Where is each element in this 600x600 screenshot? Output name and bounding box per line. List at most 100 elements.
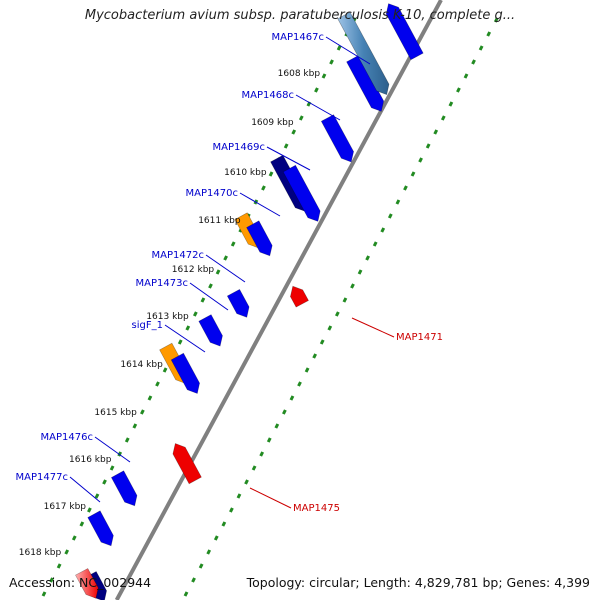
- gc-dot: [200, 297, 206, 303]
- gc-dot: [471, 59, 476, 65]
- gc-dot: [304, 367, 310, 373]
- gc-dot: [314, 87, 319, 93]
- gc-dot: [244, 479, 249, 485]
- gene-labels: MAP1467c MAP1468c MAP1469c MAP1470c MAP1472c…: [16, 32, 443, 514]
- gc-dot: [312, 353, 317, 359]
- kbp-tick-label: 1618 kbp: [19, 548, 62, 558]
- gene-label: MAP1469c: [213, 142, 265, 153]
- gc-dot: [117, 451, 123, 457]
- gene-arrow: [75, 568, 99, 599]
- kbp-tick-label: 1613 kbp: [146, 312, 189, 322]
- gc-dot: [395, 199, 401, 205]
- gc-dot: [185, 325, 191, 331]
- gc-dot: [486, 31, 492, 37]
- genome-title: Mycobacterium avium subsp. paratuberculo…: [84, 8, 516, 23]
- gc-dot: [425, 143, 431, 149]
- gene-leader-line: [189, 282, 229, 311]
- gc-dot: [403, 185, 408, 191]
- gc-dot: [321, 73, 327, 79]
- gc-dot: [162, 367, 168, 373]
- gene-arrow: [172, 443, 202, 485]
- kbp-tick-label: 1615 kbp: [94, 408, 137, 418]
- gene-arrow: [246, 220, 273, 257]
- gc-dot: [463, 73, 469, 79]
- gene-leader-line: [266, 146, 311, 171]
- gc-dot: [266, 437, 272, 443]
- gc-dot: [236, 493, 242, 499]
- gc-dot: [87, 507, 92, 513]
- gene-arrow: [290, 285, 309, 308]
- gc-dot: [433, 129, 439, 135]
- gc-dot: [418, 157, 423, 163]
- gene-label: MAP1477c: [16, 472, 68, 483]
- gc-dot: [342, 297, 348, 303]
- gc-dot: [327, 325, 333, 331]
- gene-label: MAP1476c: [41, 432, 93, 443]
- gene-label: sigF_1: [132, 320, 163, 331]
- gene-label: MAP1468c: [242, 90, 294, 101]
- gc-dot: [215, 269, 221, 275]
- gc-dot: [221, 521, 227, 527]
- gc-dot: [357, 269, 363, 275]
- gc-dot: [291, 129, 297, 135]
- gc-dot: [335, 311, 340, 317]
- gene-arrow: [87, 510, 114, 547]
- gene-leader-line: [239, 192, 281, 217]
- gc-dot: [274, 423, 280, 429]
- gene-leader-line: [295, 94, 341, 121]
- gene-arrow: [337, 11, 390, 96]
- gc-dot: [329, 59, 334, 65]
- gc-dot: [193, 311, 198, 317]
- gc-dot: [297, 381, 302, 387]
- backbone: [114, 0, 443, 600]
- gc-dot: [372, 241, 378, 247]
- gene-leader-line: [69, 476, 101, 503]
- gc-dot: [230, 241, 236, 247]
- gene-arrow: [385, 3, 424, 61]
- kbp-tick-label: 1610 kbp: [224, 168, 267, 178]
- gc-dot: [493, 17, 499, 23]
- accession-text: Accession: NC_002944: [9, 575, 152, 590]
- gc-dot: [183, 591, 189, 597]
- gc-dot: [261, 185, 266, 191]
- gc-dot: [147, 395, 153, 401]
- gene-label: MAP1467c: [272, 32, 324, 43]
- kbp-tick-label: 1611 kbp: [198, 216, 241, 226]
- gc-dot: [208, 283, 213, 289]
- gc-dot: [109, 465, 115, 471]
- gc-dot: [336, 45, 342, 51]
- gene-arrow: [282, 164, 321, 222]
- kbp-ticks: 1608 kbp 1609 kbp 1610 kbp 1611 kbp 1612 kbp…: [19, 69, 321, 558]
- gc-dot: [380, 227, 386, 233]
- gc-dot: [140, 409, 145, 415]
- gc-dot: [191, 577, 196, 583]
- gc-dot: [456, 87, 461, 93]
- kbp-tick-label: 1614 kbp: [120, 360, 163, 370]
- gc-dot: [448, 101, 454, 107]
- gene-arrow: [346, 54, 385, 112]
- gc-dot: [64, 549, 70, 555]
- kbp-tick-label: 1608 kbp: [278, 69, 321, 79]
- gc-dot: [387, 213, 393, 219]
- gc-dot: [268, 171, 274, 177]
- backbone-line: [114, 0, 443, 600]
- gc-dot: [282, 409, 287, 415]
- gene-label: MAP1472c: [152, 250, 204, 261]
- gc-dot: [251, 465, 257, 471]
- gc-dot: [198, 563, 204, 569]
- gc-dot: [79, 521, 85, 527]
- topology-text: Topology: circular; Length: 4,829,781 bp…: [246, 575, 590, 590]
- gc-dot: [132, 423, 138, 429]
- gc-skew-dots: [41, 17, 499, 597]
- gene-leader-line: [325, 36, 371, 65]
- gc-dot: [177, 339, 183, 345]
- gc-dot: [365, 255, 370, 261]
- gene-leader-line: [249, 487, 292, 509]
- gc-dot: [206, 549, 212, 555]
- kbp-tick-label: 1609 kbp: [251, 118, 294, 128]
- gc-dot: [298, 115, 304, 121]
- gc-dot: [478, 45, 484, 51]
- gene-leader-line: [351, 317, 395, 338]
- gene-leader-line: [205, 254, 246, 283]
